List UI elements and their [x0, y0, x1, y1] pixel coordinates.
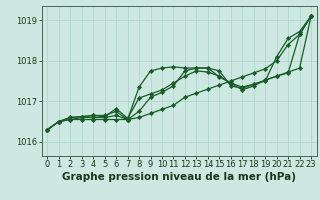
X-axis label: Graphe pression niveau de la mer (hPa): Graphe pression niveau de la mer (hPa): [62, 172, 296, 182]
